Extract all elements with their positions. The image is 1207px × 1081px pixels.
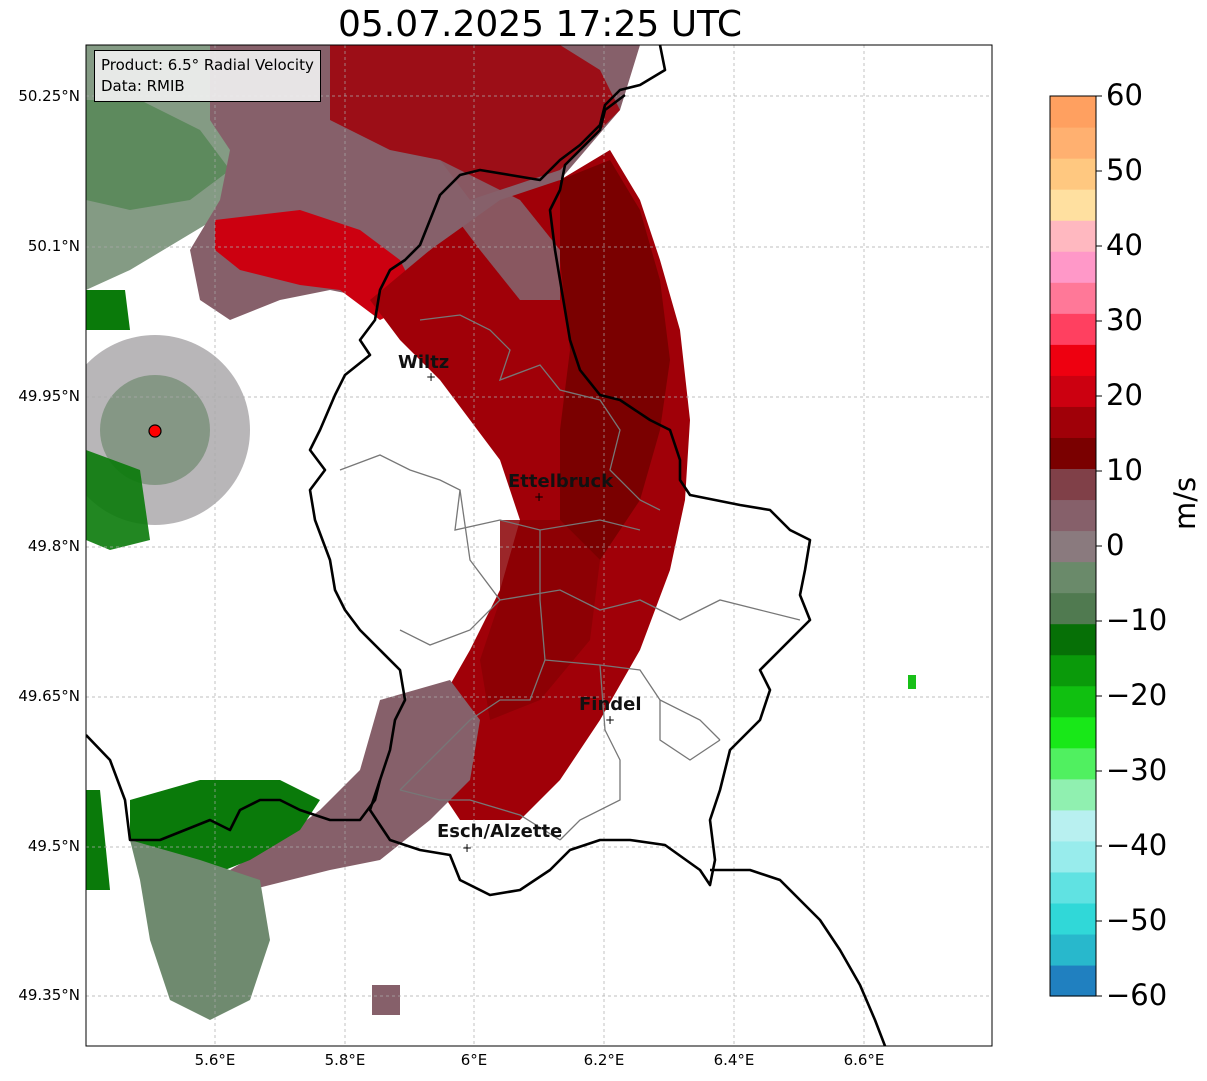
colorbar-segment <box>1050 127 1096 159</box>
lat-tick-label: 49.8°N <box>27 537 80 555</box>
colorbar-segment <box>1050 158 1096 190</box>
product-info-box: Product: 6.5° Radial Velocity Data: RMIB <box>94 50 321 102</box>
colorbar-tick-label: −60 <box>1106 978 1168 1012</box>
colorbar-tick-label: 20 <box>1106 378 1143 412</box>
colorbar-segment <box>1050 778 1096 811</box>
colorbar-segment <box>1050 344 1096 376</box>
colorbar-tick-label: −30 <box>1106 753 1168 787</box>
city-ettelbruck: + Ettelbruck <box>508 471 614 504</box>
colorbar-tick-label: 40 <box>1106 228 1143 262</box>
svg-text:+: + <box>534 490 544 504</box>
colorbar-tick-label: 10 <box>1106 453 1143 487</box>
radar-layer <box>86 45 916 1020</box>
colorbar-segment <box>1050 592 1096 625</box>
city-label-wiltz: Wiltz <box>398 352 449 373</box>
lon-tick-label: 6.4°E <box>713 1051 755 1069</box>
colorbar-segment <box>1050 313 1096 345</box>
colorbar-segment <box>1050 189 1096 221</box>
svg-text:+: + <box>462 841 472 855</box>
svg-text:+: + <box>426 370 436 384</box>
colorbar-segment <box>1050 220 1096 252</box>
city-markers: + Wiltz + Ettelbruck + Findel + Esch/Alz… <box>398 352 642 855</box>
colorbar-segment <box>1050 716 1096 749</box>
colorbar-segment <box>1050 437 1096 470</box>
lon-tick-label: 6°E <box>460 1051 488 1069</box>
canton-boundaries <box>339 314 801 841</box>
velocity-west-darkgreen <box>86 290 130 330</box>
colorbar-tick-label: −10 <box>1106 603 1168 637</box>
colorbar-segment <box>1050 933 1096 966</box>
svg-text:+: + <box>605 713 615 727</box>
colorbar-segment <box>1050 809 1096 842</box>
velocity-arc-darkred <box>560 160 670 560</box>
colorbar-unit-label: m/s <box>1168 476 1202 530</box>
colorbar-segment <box>1050 840 1096 873</box>
colorbar-tick-label: 50 <box>1106 153 1143 187</box>
colorbar-tick-label: −40 <box>1106 828 1168 862</box>
city-label-findel: Findel <box>579 694 642 715</box>
velocity-north-red <box>330 45 620 200</box>
city-wiltz: + Wiltz <box>398 352 449 384</box>
colorbar-segment <box>1050 902 1096 935</box>
city-esch-alzette: + Esch/Alzette <box>437 821 562 855</box>
colorbar-segment <box>1050 468 1096 501</box>
colorbar-segment <box>1050 375 1096 407</box>
city-label-esch-alzette: Esch/Alzette <box>437 821 562 842</box>
lat-tick-label: 50.1°N <box>27 237 80 255</box>
colorbar-segment <box>1050 654 1096 687</box>
graticule <box>86 45 992 1046</box>
colorbar-segment <box>1050 623 1096 656</box>
colorbar-segment <box>1050 685 1096 718</box>
colorbar-tick-label: 0 <box>1106 528 1125 562</box>
colorbar-tick-marks <box>1096 95 1102 997</box>
velocity-west-green <box>86 100 230 210</box>
colorbar-tick-label: −50 <box>1106 903 1168 937</box>
lon-tick-label: 5.8°E <box>324 1051 366 1069</box>
city-label-ettelbruck: Ettelbruck <box>508 471 614 492</box>
radar-site-marker <box>148 424 162 438</box>
product-label: Product: 6.5° Radial Velocity <box>101 56 314 74</box>
colorbar-segment <box>1050 964 1096 997</box>
colorbar-tick-label: 30 <box>1106 303 1143 337</box>
colorbar-segment <box>1050 530 1096 563</box>
lat-tick-label: 49.65°N <box>18 687 80 705</box>
velocity-north-bright <box>215 210 420 320</box>
velocity-south-grey <box>130 840 270 1020</box>
colorbar-segment <box>1050 406 1096 438</box>
colorbar-segment <box>1050 871 1096 904</box>
velocity-south-mauve <box>230 680 480 890</box>
lon-tick-label: 6.6°E <box>843 1051 885 1069</box>
lat-tick-label: 49.5°N <box>27 837 80 855</box>
colorbar-tick-label: −20 <box>1106 678 1168 712</box>
data-source-label: Data: RMIB <box>101 77 185 95</box>
plot-title: 05.07.2025 17:25 UTC <box>337 4 743 45</box>
colorbar-segment <box>1050 251 1096 283</box>
lat-tick-label: 49.95°N <box>18 387 80 405</box>
colorbar-segment <box>1050 282 1096 314</box>
map-axes-frame <box>85 44 993 1047</box>
colorbar-segment <box>1050 499 1096 532</box>
lat-tick-label: 49.35°N <box>18 986 80 1004</box>
colorbar <box>1050 96 1096 997</box>
colorbar-segment <box>1050 747 1096 780</box>
colorbar-tick-label: 60 <box>1106 78 1143 112</box>
colorbar-segment <box>1050 561 1096 594</box>
national-borders <box>86 45 887 1046</box>
colorbar-segment <box>1050 96 1096 128</box>
lon-tick-label: 6.2°E <box>583 1051 625 1069</box>
lon-tick-label: 5.6°E <box>194 1051 236 1069</box>
city-findel: + Findel <box>579 694 642 727</box>
lat-tick-label: 50.25°N <box>18 87 80 105</box>
